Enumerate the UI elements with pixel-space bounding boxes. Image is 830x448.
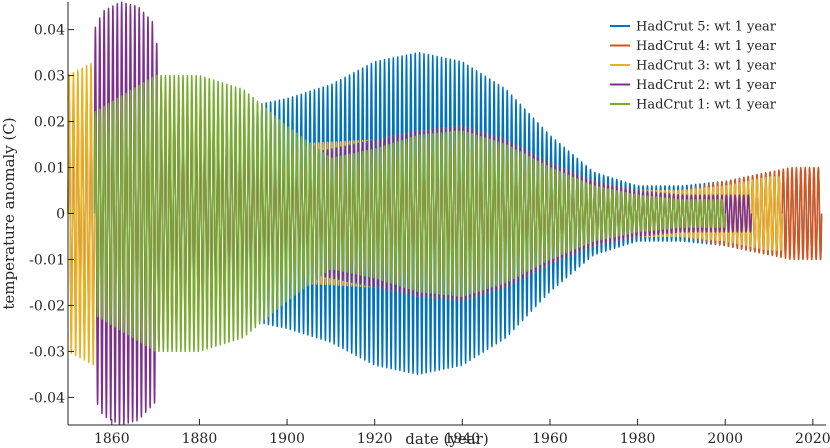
x-tick-label: 1960 <box>532 431 568 447</box>
y-tick-label: 0.03 <box>34 69 65 85</box>
legend-label-3: HadCrut 3: wt 1 year <box>636 59 777 74</box>
x-tick-label: 2020 <box>795 431 830 447</box>
x-tick-label: 1940 <box>445 431 481 447</box>
x-tick-label: 1920 <box>357 431 393 447</box>
x-tick-label: 1900 <box>269 431 305 447</box>
tick-marks <box>68 29 814 425</box>
x-axis-label: date (year) <box>405 430 488 448</box>
legend-label-1: HadCrut 5: wt 1 year <box>636 20 777 35</box>
x-tick-label: 2000 <box>707 431 743 447</box>
y-tick-label: -0.02 <box>29 298 65 314</box>
y-tick-label: -0.03 <box>29 344 65 360</box>
x-tick-label: 1880 <box>182 431 218 447</box>
y-tick-label: 0.01 <box>34 161 65 177</box>
y-tick-label: -0.01 <box>29 252 65 268</box>
y-tick-label: -0.04 <box>29 390 65 406</box>
legend-label-4: HadCrut 2: wt 1 year <box>636 78 777 93</box>
series-layer <box>67 1 823 426</box>
series-line-5 <box>93 74 726 353</box>
legend-label-2: HadCrut 4: wt 1 year <box>636 39 777 54</box>
y-axis-label: temperature anomaly (C) <box>0 117 18 309</box>
y-tick-label: 0 <box>56 207 65 223</box>
y-tick-label: 0.02 <box>34 115 65 131</box>
y-tick-label: 0.04 <box>34 23 65 39</box>
legend: HadCrut 5: wt 1 year HadCrut 4: wt 1 year… <box>610 20 777 113</box>
tick-labels: 1860 1880 1900 1920 1940 1960 1980 2000 2020 -0.0… <box>29 23 830 447</box>
legend-label-5: HadCrut 1: wt 1 year <box>636 98 777 113</box>
x-tick-label: 1860 <box>94 431 130 447</box>
x-tick-label: 1980 <box>620 431 656 447</box>
